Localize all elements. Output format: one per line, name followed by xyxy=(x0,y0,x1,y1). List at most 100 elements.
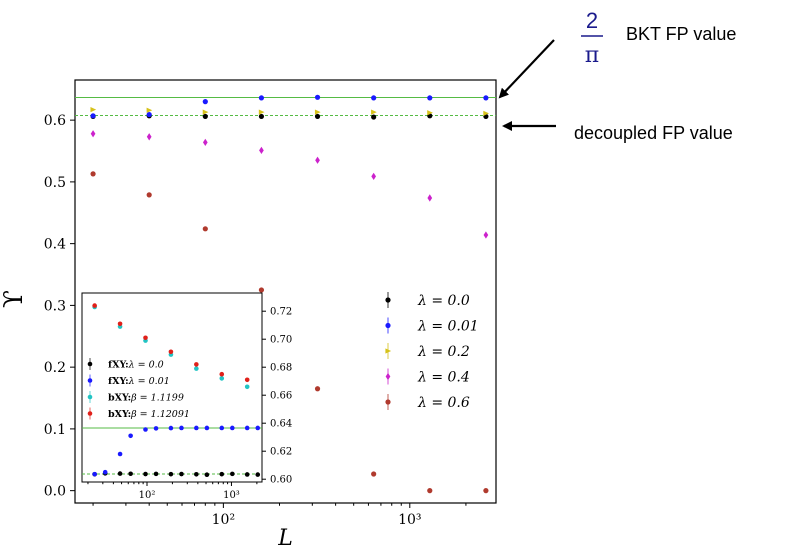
inset-point-series-1 xyxy=(255,425,261,431)
inset-point-series-0 xyxy=(153,471,159,477)
inset-y-tick-label: 0.72 xyxy=(270,307,292,318)
inset-point-series-3 xyxy=(92,303,97,308)
inset-point-series-0 xyxy=(204,472,210,478)
main-y-tick-label: 0.3 xyxy=(44,298,66,314)
bkt-arrow xyxy=(498,39,555,99)
inset-legend-marker xyxy=(87,394,93,400)
inset-y-tick-label: 0.66 xyxy=(270,391,292,402)
inset-point-series-1 xyxy=(143,427,148,432)
inset-point-series-3 xyxy=(143,335,148,341)
inset-point-series-1 xyxy=(194,425,199,431)
inset-point-series-1 xyxy=(244,425,250,431)
main-point-series-1 xyxy=(258,95,265,101)
inset-point-series-1 xyxy=(230,425,235,431)
inset-point-series-3 xyxy=(117,321,123,327)
main-point-series-4 xyxy=(202,226,208,232)
legend-label: λ = 0.4 xyxy=(417,370,470,386)
main-point-series-2 xyxy=(258,109,265,115)
inset-point-series-0 xyxy=(219,471,225,477)
inset-point-series-3 xyxy=(194,362,199,367)
inset-point-series-3 xyxy=(244,377,250,383)
main-point-series-1 xyxy=(371,95,377,101)
main-point-series-1 xyxy=(146,111,152,118)
inset-y-tick-label: 0.62 xyxy=(270,447,292,458)
legend-label: λ = 0.0 xyxy=(417,293,470,309)
main-point-series-3 xyxy=(371,172,377,180)
inset-point-series-1 xyxy=(128,433,133,439)
inset-legend-marker xyxy=(87,361,93,367)
main-point-series-2 xyxy=(314,109,321,115)
inset-point-series-0 xyxy=(128,471,133,477)
inset-y-tick-label: 0.68 xyxy=(270,363,292,374)
main-point-series-1 xyxy=(314,94,321,100)
inset-legend-marker xyxy=(87,378,93,383)
main-x-tick-label: 10³ xyxy=(398,512,421,528)
inset-point-series-0 xyxy=(230,471,235,477)
main-point-series-1 xyxy=(202,99,208,105)
legend-marker xyxy=(385,348,392,354)
main-point-series-4 xyxy=(146,192,152,198)
main-point-series-2 xyxy=(483,110,490,116)
inset-y-tick-label: 0.64 xyxy=(270,419,292,430)
legend-marker xyxy=(385,322,391,329)
main-point-series-3 xyxy=(146,133,152,141)
inset-point-series-0 xyxy=(179,471,184,477)
inset-point-series-1 xyxy=(179,425,184,431)
main-point-series-1 xyxy=(483,95,489,101)
inset-legend: fXY:λ = 0.0 fXY:λ = 0.01 bXY:β = 1.1199 bXY… xyxy=(87,358,190,420)
inset-point-series-0 xyxy=(143,471,148,477)
legend-label: λ = 0.01 xyxy=(417,319,479,335)
inset-point-series-1 xyxy=(153,426,159,431)
inset-point-series-0 xyxy=(255,472,261,477)
inset-x-tick-label: 10³ xyxy=(223,490,240,501)
x-axis-label: L xyxy=(277,526,293,551)
inset-legend-marker xyxy=(87,411,93,416)
inset-plot: 0.60 0.62 0.64 0.66 0.68 0.70 0.72 10² 10³ fXY:λ … xyxy=(81,292,292,501)
main-point-series-3 xyxy=(90,130,96,138)
main-point-series-2 xyxy=(90,107,97,113)
main-point-series-3 xyxy=(315,156,320,164)
main-legend: λ = 0.0 λ = 0.01 λ = 0.2 λ = 0.4 λ = 0.6 xyxy=(385,292,479,411)
bkt-fp-label: BKT FP value xyxy=(626,24,736,44)
inset-point-series-1 xyxy=(117,451,123,457)
inset-point-series-2 xyxy=(244,384,250,390)
bkt-fraction-numerator: 2 xyxy=(586,8,598,33)
legend-marker xyxy=(385,399,391,405)
inset-point-series-0 xyxy=(244,472,250,477)
main-y-tick-label: 0.0 xyxy=(44,484,66,500)
main-point-series-2 xyxy=(371,109,377,115)
main-point-series-4 xyxy=(483,488,489,494)
inset-point-series-1 xyxy=(204,425,210,431)
main-point-series-2 xyxy=(146,107,153,113)
inset-y-tick-label: 0.60 xyxy=(270,475,292,486)
main-point-series-1 xyxy=(90,113,96,119)
inset-point-series-1 xyxy=(102,469,108,475)
bkt-fraction-denominator: π xyxy=(585,43,599,68)
inset-legend-label: fXY:λ = 0.01 xyxy=(108,376,170,387)
main-y-tick-label: 0.4 xyxy=(44,237,66,253)
decoupled-fp-label: decoupled FP value xyxy=(574,123,733,143)
main-point-series-0 xyxy=(314,113,321,120)
inset-point-series-0 xyxy=(117,471,123,476)
main-x-tick-label: 10² xyxy=(212,512,235,528)
main-point-series-3 xyxy=(202,138,208,147)
inset-frame xyxy=(81,292,263,483)
inset-point-series-2 xyxy=(194,366,199,371)
main-point-series-3 xyxy=(427,194,433,202)
legend-label: λ = 0.2 xyxy=(417,344,470,360)
main-point-series-0 xyxy=(202,113,208,120)
main-y-tick-label: 0.2 xyxy=(44,360,66,376)
main-point-series-4 xyxy=(427,488,433,494)
main-point-series-4 xyxy=(371,471,377,477)
inset-legend-label: bXY:β = 1.12091 xyxy=(108,409,190,420)
inset-point-series-1 xyxy=(92,471,97,477)
main-point-series-1 xyxy=(427,95,433,101)
main-y-tick-label: 0.6 xyxy=(44,113,66,129)
main-point-series-0 xyxy=(371,114,377,120)
main-point-series-2 xyxy=(202,109,209,115)
inset-point-series-1 xyxy=(219,425,225,431)
inset-point-series-2 xyxy=(219,376,225,381)
inset-legend-label: bXY:β = 1.1199 xyxy=(108,393,184,404)
inset-legend-label: fXY:λ = 0.0 xyxy=(108,360,164,371)
